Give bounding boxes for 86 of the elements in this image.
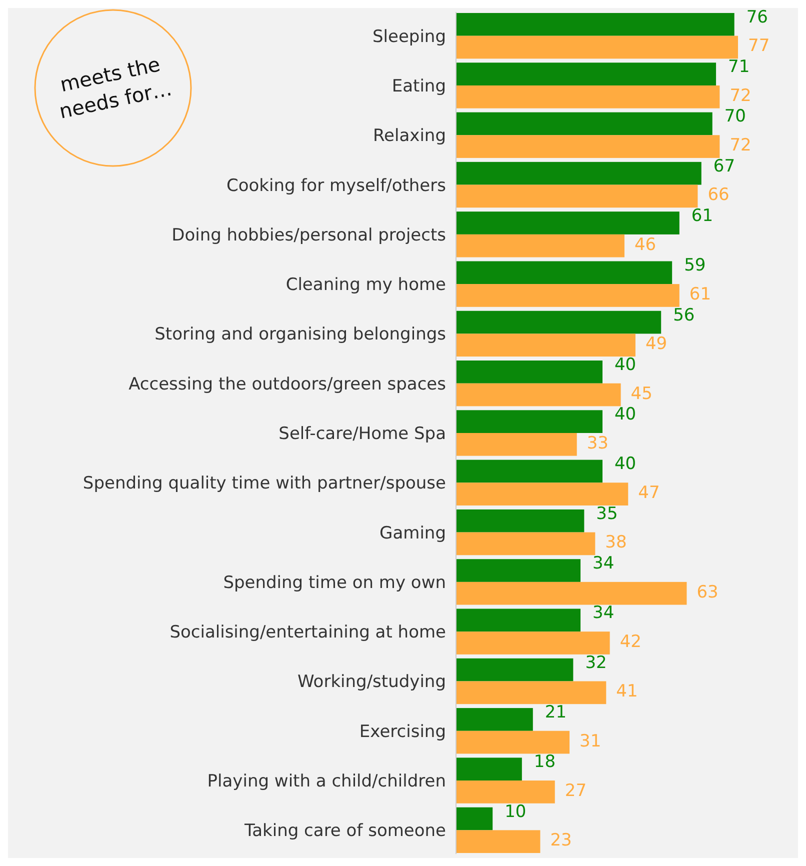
bar [456,708,533,731]
bar [456,632,610,654]
bar [456,509,584,532]
bar [456,12,734,36]
y-tick-label: Cooking for myself/others [226,176,446,196]
y-tick-label: Sleeping [372,26,446,47]
data-label: 35 [596,504,618,524]
bar [456,36,738,59]
data-label: 33 [586,433,608,454]
y-tick-label: Working/studying [297,672,446,692]
bar [456,780,555,804]
data-label: 42 [620,632,642,652]
y-tick-label: Doing hobbies/personal projects [172,225,446,246]
data-label: 40 [614,354,636,375]
bar [456,582,687,605]
y-tick-label: Taking care of someone [244,821,446,842]
data-label: 70 [724,106,746,127]
bar [456,807,493,830]
data-label: 49 [645,334,668,354]
bar [456,460,602,483]
bar [456,112,712,136]
data-label: 71 [728,57,750,78]
bar [456,681,606,704]
bar [456,482,628,506]
data-label: 76 [746,7,768,28]
data-label: 10 [504,802,526,822]
data-label: 46 [634,234,656,255]
data-label: 40 [614,404,636,425]
data-label: 63 [696,582,718,602]
y-tick-label: Spending time on my own [223,572,446,593]
y-tick-label: Exercising [359,722,446,742]
data-label: 40 [614,454,636,474]
y-tick-label: Playing with a child/children [207,772,446,792]
y-tick-label: Gaming [380,523,446,544]
data-label: 66 [708,185,730,206]
data-label: 77 [748,36,770,56]
y-tick-label: Socialising/entertaining at home [170,622,446,643]
y-tick-label: Eating [392,76,446,96]
data-label: 59 [684,256,706,276]
data-label: 72 [730,86,752,106]
data-label: 47 [638,483,660,504]
data-label: 34 [592,603,614,624]
y-tick-label: Spending quality time with partner/spouse [82,474,446,494]
bar [456,758,522,781]
data-label: 34 [592,554,614,574]
bar [456,184,698,208]
data-label: 56 [673,305,695,326]
bar [456,85,720,108]
data-label: 18 [534,752,556,772]
data-label: 41 [616,682,638,702]
bar [456,730,570,754]
y-tick-label: Self-care/Home Spa [278,424,446,444]
bar [456,830,540,854]
y-tick-label: Relaxing [373,126,446,146]
data-label: 21 [544,702,567,722]
bar [456,261,672,284]
bar [456,658,574,682]
y-tick-label: Accessing the outdoors/green spaces [128,374,446,394]
data-label: 23 [550,830,572,851]
bar [456,62,716,86]
bar [456,383,621,406]
data-label: 67 [713,156,736,176]
text: meets the needs for… [57,52,174,124]
data-label: 32 [585,652,607,673]
bar [456,162,702,185]
bar [456,559,581,582]
bar [456,410,602,433]
data-label: 45 [630,384,652,404]
y-tick-label: Cleaning my home [286,275,446,296]
bar [456,135,720,158]
y-tick-label: Storing and organising belongings [154,324,446,345]
data-label: 38 [605,532,627,553]
data-label: 61 [689,284,712,304]
bar [456,310,662,334]
bar [456,608,581,632]
bar [456,532,596,556]
bar [456,284,680,307]
data-label: 31 [580,731,602,752]
data-label: 27 [564,780,587,801]
bar [456,212,680,234]
bar [456,334,636,357]
data-label: 61 [691,206,714,226]
bar [456,234,624,258]
data-label: 72 [730,136,752,156]
bar [456,360,602,384]
bar [456,433,577,456]
